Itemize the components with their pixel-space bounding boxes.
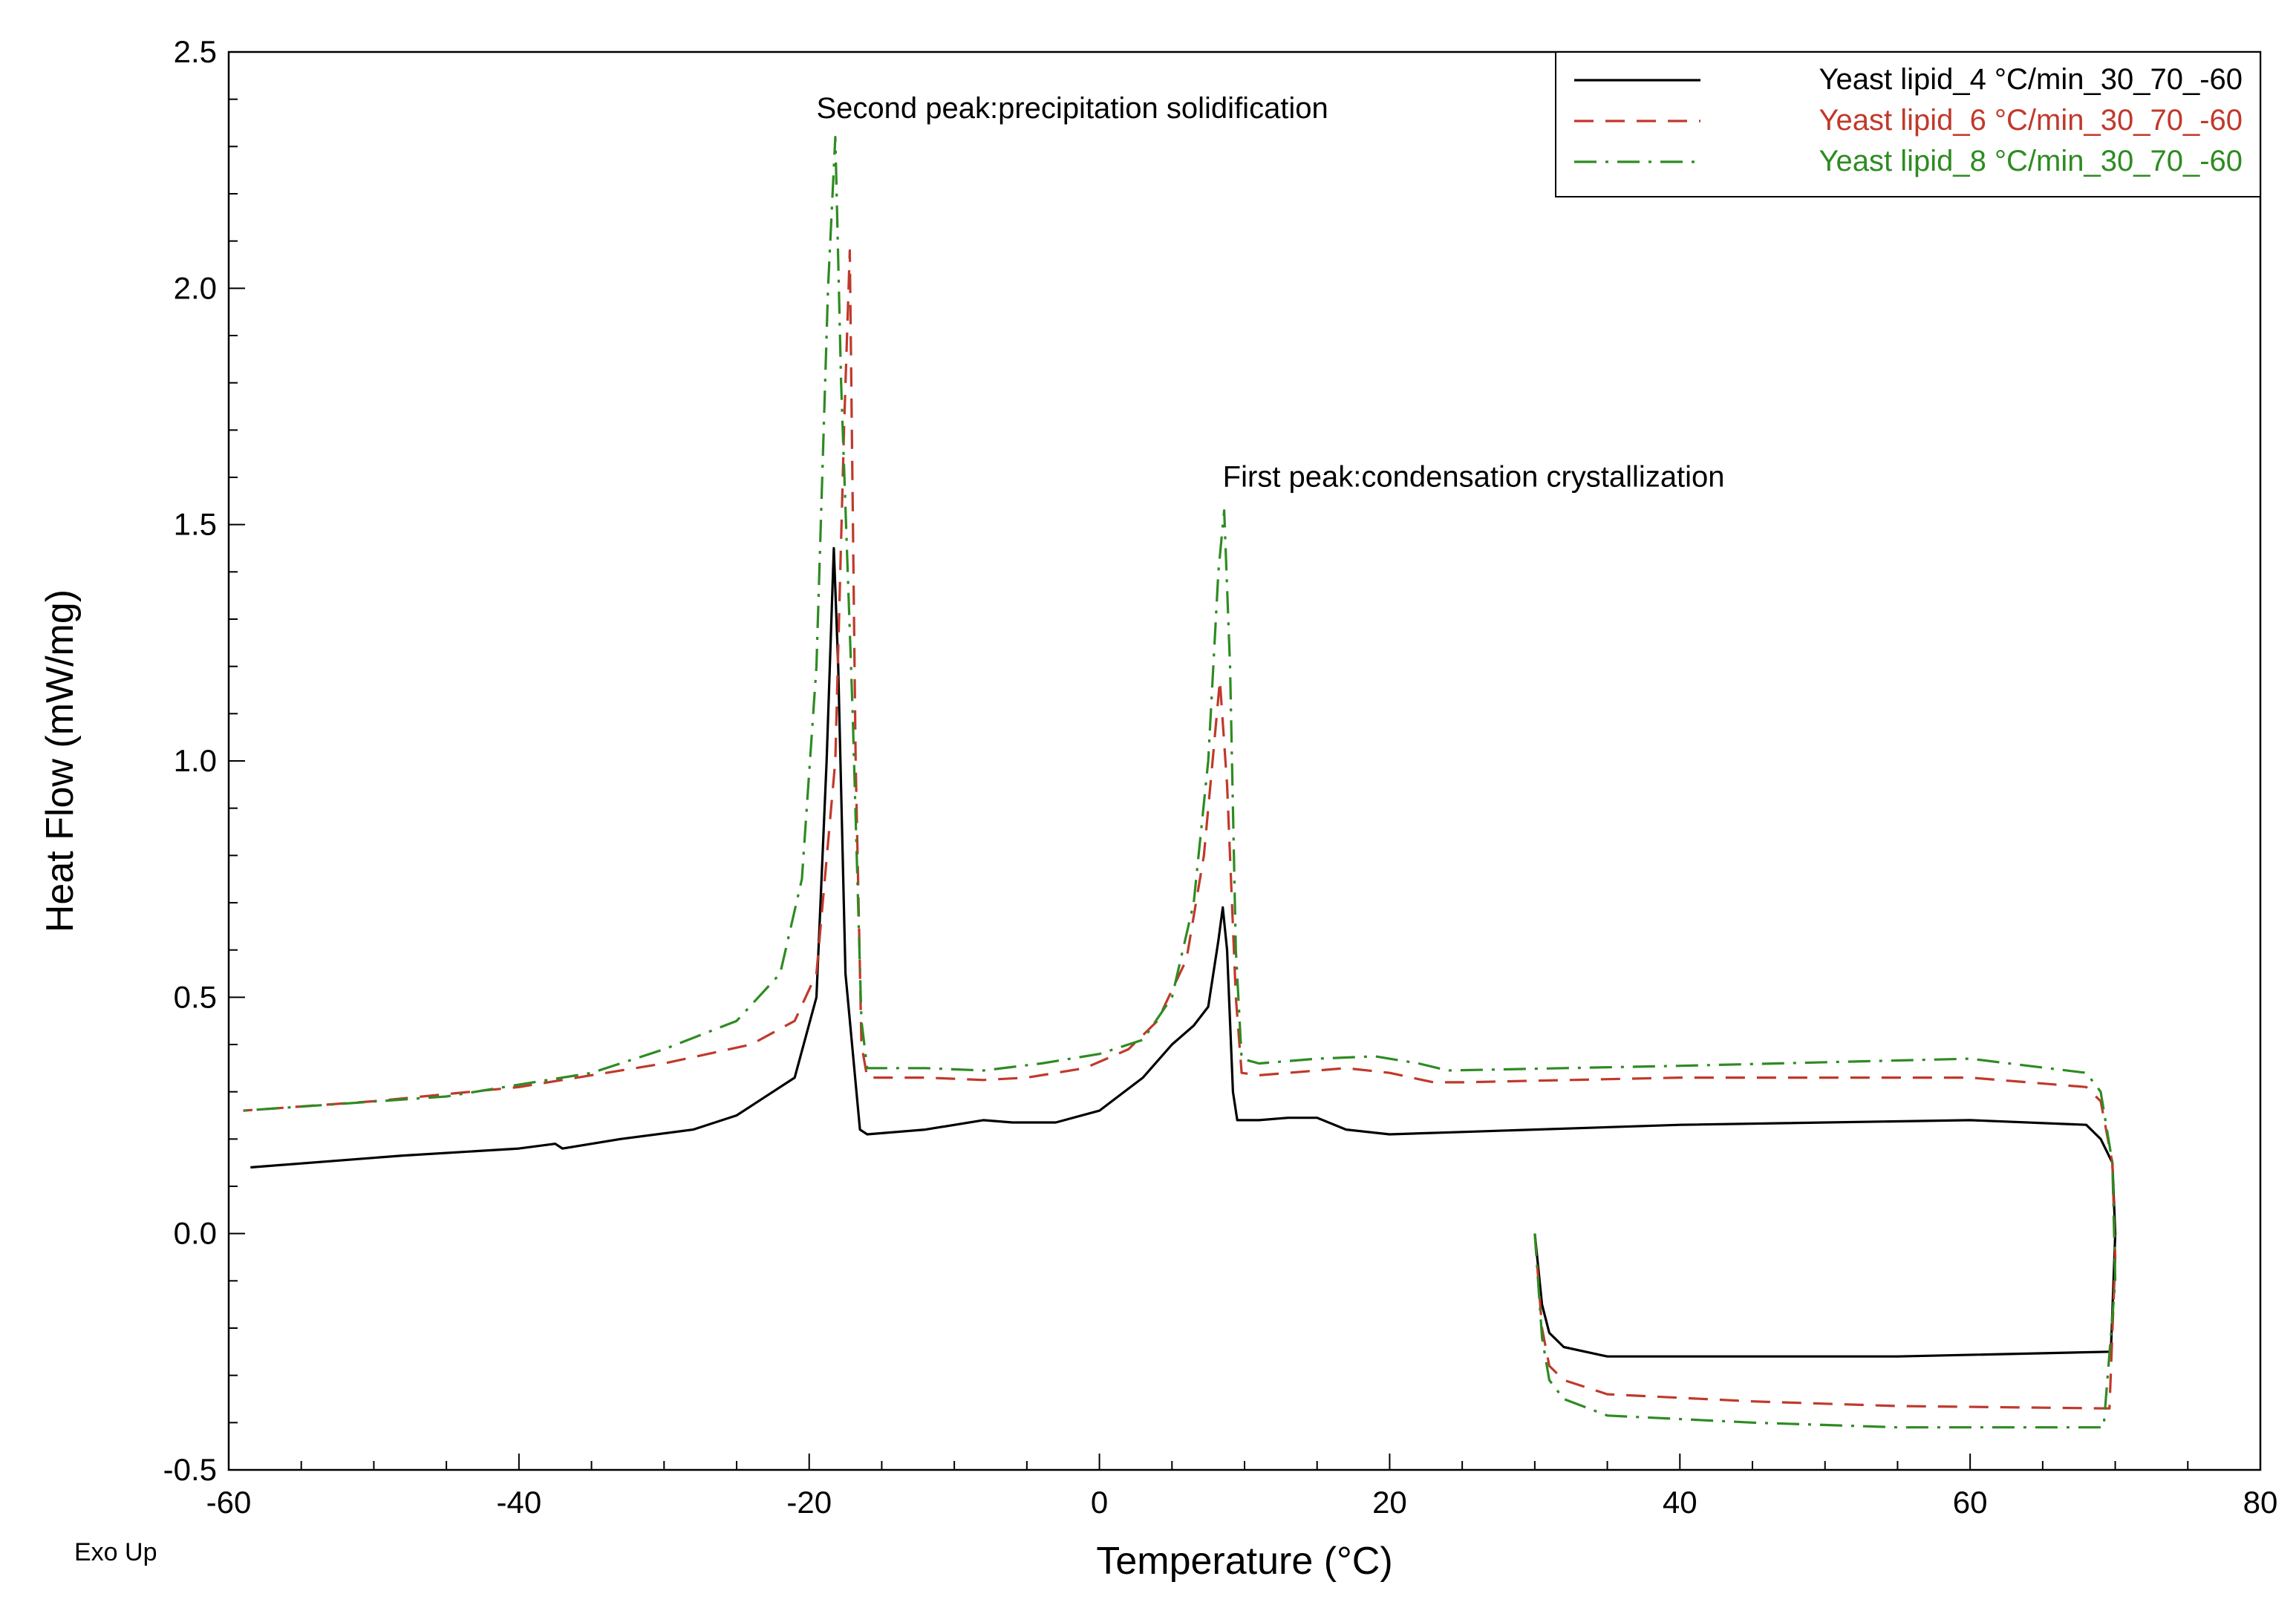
x-tick-label: 20 xyxy=(1372,1485,1407,1520)
annotation-first-peak: First peak:condensation crystallization xyxy=(1223,461,1725,494)
y-tick-label: 2.5 xyxy=(174,34,217,69)
y-tick-label: 0.5 xyxy=(174,979,217,1014)
series-line-2 xyxy=(243,249,2117,1410)
legend-label-3: Yeast lipid_8 °C/min_30_70_-60 xyxy=(1819,145,2243,177)
y-axis: -0.5 0.0 0.5 1.0 1.5 2.0 2.5 xyxy=(163,34,245,1487)
x-tick-label: 0 xyxy=(1091,1485,1108,1520)
x-axis: -60 -40 -20 0 20 40 60 80 xyxy=(206,1454,2278,1520)
legend: Yeast lipid_4 °C/min_30_70_-60 Yeast lipi… xyxy=(1555,51,2261,197)
x-tick-label: -60 xyxy=(206,1485,252,1520)
annotations: Second peak:precipitation solidification… xyxy=(816,92,1724,494)
x-axis-title: Temperature (°C) xyxy=(1096,1540,1392,1583)
series-layer xyxy=(243,136,2117,1429)
x-tick-label: -20 xyxy=(786,1485,832,1520)
y-tick-label: 2.0 xyxy=(174,270,217,305)
x-tick-label: -40 xyxy=(497,1485,542,1520)
plot-frame xyxy=(227,50,2262,1471)
series-line-3 xyxy=(243,136,2117,1429)
y-tick-label: 1.5 xyxy=(174,507,217,542)
annotation-second-peak: Second peak:precipitation solidification xyxy=(816,92,1328,125)
y-tick-label: 0.0 xyxy=(174,1216,217,1251)
exo-up-label: Exo Up xyxy=(74,1538,157,1566)
legend-box xyxy=(1555,51,2261,197)
x-tick-label: 80 xyxy=(2243,1485,2278,1520)
y-tick-label: -0.5 xyxy=(163,1452,217,1487)
x-tick-label: 60 xyxy=(1953,1485,1988,1520)
y-axis-title: Heat Flow (mW/mg) xyxy=(39,589,82,932)
x-tick-label: 40 xyxy=(1663,1485,1697,1520)
legend-label-1: Yeast lipid_4 °C/min_30_70_-60 xyxy=(1819,63,2243,96)
series-line-1 xyxy=(250,546,2117,1358)
y-tick-label: 1.0 xyxy=(174,743,217,778)
legend-label-2: Yeast lipid_6 °C/min_30_70_-60 xyxy=(1819,104,2243,137)
